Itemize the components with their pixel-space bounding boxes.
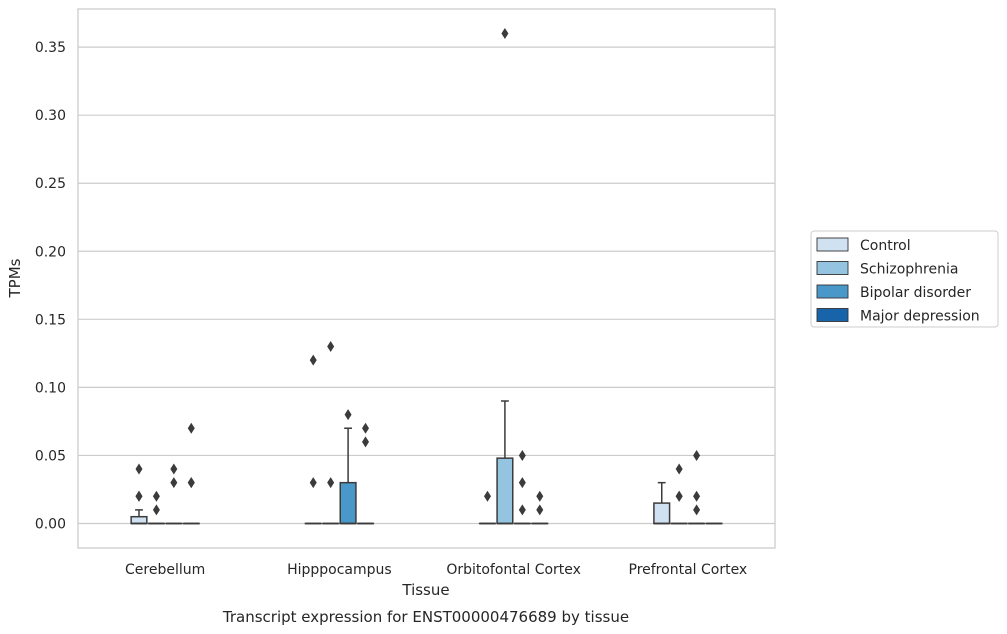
box (165, 463, 183, 525)
y-tick-label: 0.05 (35, 448, 66, 464)
outlier-point (675, 463, 683, 475)
outlier-point (170, 463, 178, 475)
outlier-point (344, 409, 352, 421)
x-axis-label: Tissue (401, 581, 449, 599)
box (513, 449, 531, 525)
box (687, 449, 706, 525)
box (304, 354, 322, 525)
outlier-point (135, 490, 143, 502)
box (322, 341, 340, 525)
outlier-point (518, 477, 526, 489)
outlier-point (693, 490, 701, 502)
legend-label: Schizophrenia (860, 262, 958, 278)
series-schizophrenia (147, 28, 688, 525)
box (356, 422, 375, 525)
box (478, 490, 497, 525)
outlier-point (362, 422, 370, 434)
outlier-point (675, 490, 683, 502)
box (496, 28, 514, 525)
x-tick-label: Orbitofontal Cortex (446, 562, 581, 578)
y-tick-label: 0.20 (35, 244, 66, 260)
outlier-point (536, 490, 544, 502)
outlier-point (536, 504, 544, 516)
box (339, 409, 357, 525)
x-tick-label: Prefrontal Cortex (629, 562, 748, 578)
outlier-point (693, 449, 701, 461)
y-axis-label: TPMs (6, 258, 24, 298)
gridlines (78, 46, 775, 525)
outlier-point (327, 477, 335, 489)
legend-frame (810, 230, 999, 328)
outlier-point (483, 490, 491, 502)
box (130, 463, 148, 525)
y-tick-label: 0.00 (35, 517, 66, 533)
outlier-point (152, 504, 160, 516)
x-tick-label: Cerebellum (125, 562, 205, 578)
legend-swatch (816, 237, 849, 252)
outlier-point (693, 504, 701, 516)
outlier-point (187, 422, 195, 434)
box (531, 490, 549, 525)
outlier-point (362, 436, 370, 448)
box (670, 463, 688, 525)
outlier-point (135, 463, 143, 475)
box-body (339, 481, 357, 525)
box-body (130, 515, 148, 525)
box (182, 422, 200, 525)
y-tick-label: 0.10 (35, 380, 66, 396)
chart-caption: Transcript expression for ENST0000047668… (222, 608, 629, 626)
y-tick-label: 0.30 (35, 108, 66, 124)
y-tick-label: 0.35 (35, 40, 66, 56)
legend-label: Bipolar disorder (860, 285, 971, 301)
legend-items: Control Schizophrenia Bipolar disorder Majo… (816, 237, 980, 325)
legend-swatch (816, 308, 849, 322)
series-bipolar-disorder (165, 409, 706, 525)
outlier-point (327, 341, 335, 353)
outlier-point (518, 449, 526, 461)
y-tick-label: 0.15 (35, 312, 66, 328)
outlier-point (309, 354, 317, 366)
x-tick-labels: Cerebellum Hipppocampus Orbitofontal Corte… (125, 562, 747, 578)
series-major-depression (182, 422, 723, 525)
legend-label: Major depression (860, 309, 980, 325)
box-body (496, 457, 514, 525)
y-tick-label: 0.25 (35, 176, 66, 192)
outlier-point (501, 28, 509, 39)
box (147, 490, 166, 525)
legend-label: Control (860, 238, 911, 254)
outlier-point (518, 504, 526, 516)
legend-swatch (816, 284, 849, 299)
plot-frame (77, 8, 776, 549)
legend: Control Schizophrenia Bipolar disorder Majo… (810, 230, 999, 328)
box-series (130, 28, 723, 525)
outlier-point (309, 477, 317, 489)
legend-swatch (816, 261, 849, 275)
outlier-point (152, 490, 160, 502)
series-control (130, 354, 671, 525)
outlier-point (187, 477, 195, 489)
box-body (653, 502, 671, 525)
x-tick-label: Hipppocampus (287, 562, 392, 578)
outlier-point (170, 477, 178, 489)
box (653, 481, 671, 525)
plot-background (78, 9, 775, 548)
y-tick-labels: 0.00 0.05 0.10 0.15 0.20 0.25 0.30 0.35 (35, 40, 66, 532)
